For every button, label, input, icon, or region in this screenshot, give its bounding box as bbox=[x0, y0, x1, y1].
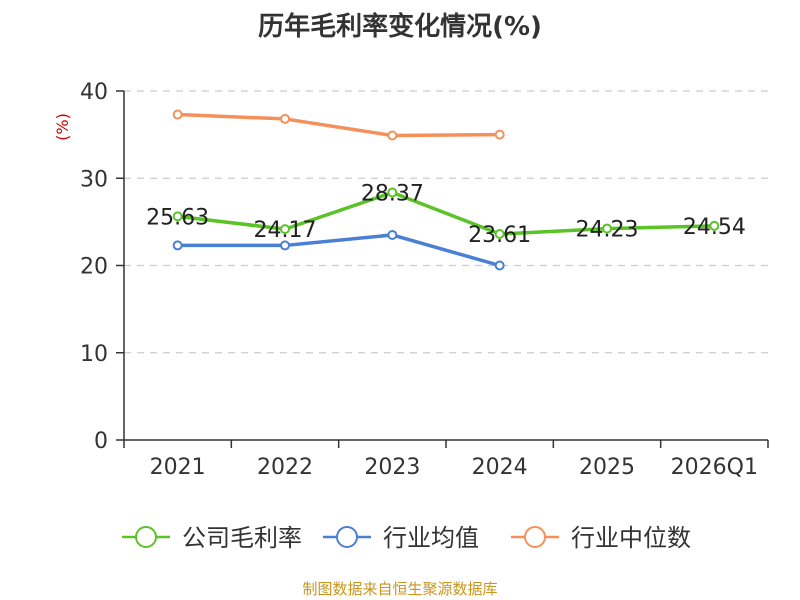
legend-label: 行业中位数 bbox=[571, 524, 691, 552]
data-label: 24.23 bbox=[576, 218, 639, 243]
data-point bbox=[494, 129, 505, 140]
data-point bbox=[280, 240, 290, 251]
y-tick-label: 30 bbox=[80, 167, 108, 192]
x-tick-label: 2021 bbox=[150, 455, 206, 480]
data-label: 28.37 bbox=[361, 181, 424, 206]
y-tick-label: 40 bbox=[80, 80, 108, 105]
legend-marker bbox=[135, 526, 157, 548]
data-point bbox=[172, 211, 183, 222]
x-tick-label: 2022 bbox=[257, 455, 313, 480]
data-labels: 25.63 24.17 28.37 23.61 24.23 24.54 bbox=[146, 181, 746, 248]
chart-title: 历年毛利率变化情况(%) bbox=[258, 12, 542, 42]
series-line bbox=[177, 190, 715, 236]
data-label: 24.54 bbox=[683, 215, 746, 240]
y-tick-label: 10 bbox=[80, 342, 108, 367]
data-point bbox=[387, 229, 398, 240]
x-tick-label: 2025 bbox=[579, 455, 635, 480]
data-label: 25.63 bbox=[146, 205, 209, 230]
data-point bbox=[602, 223, 612, 234]
data-label: 24.17 bbox=[254, 218, 317, 243]
legend-marker bbox=[336, 526, 358, 548]
series-line bbox=[177, 112, 500, 138]
data-point bbox=[709, 220, 720, 231]
legend: 公司毛利率 行业均值 行业中位数 bbox=[122, 524, 691, 552]
data-point bbox=[387, 187, 398, 198]
series-lines bbox=[172, 109, 720, 271]
y-tick-label: 20 bbox=[80, 255, 108, 280]
data-point bbox=[494, 260, 505, 271]
y-tick-label: 0 bbox=[94, 429, 108, 454]
data-point bbox=[280, 224, 290, 235]
legend-label: 公司毛利率 bbox=[182, 524, 302, 552]
x-tick-label: 2023 bbox=[364, 455, 420, 480]
series-line bbox=[177, 233, 501, 268]
data-point bbox=[280, 113, 290, 124]
legend-label: 行业均值 bbox=[383, 524, 479, 552]
data-point bbox=[172, 240, 183, 251]
x-tick-label: 2026Q1 bbox=[671, 455, 758, 480]
data-point bbox=[172, 109, 183, 120]
source-note: 制图数据来自恒生聚源数据库 bbox=[302, 580, 498, 598]
data-point bbox=[387, 130, 398, 141]
data-label: 23.61 bbox=[468, 223, 531, 248]
legend-marker bbox=[524, 526, 546, 548]
data-point bbox=[494, 229, 505, 240]
y-axis-label: (%) bbox=[53, 113, 72, 141]
x-tick-label: 2024 bbox=[472, 455, 528, 480]
axes: 0 10 20 30 40 (%) 2021 2022 2023 2024 2025 2026Q1 bbox=[53, 80, 769, 480]
grid-lines bbox=[124, 90, 768, 354]
